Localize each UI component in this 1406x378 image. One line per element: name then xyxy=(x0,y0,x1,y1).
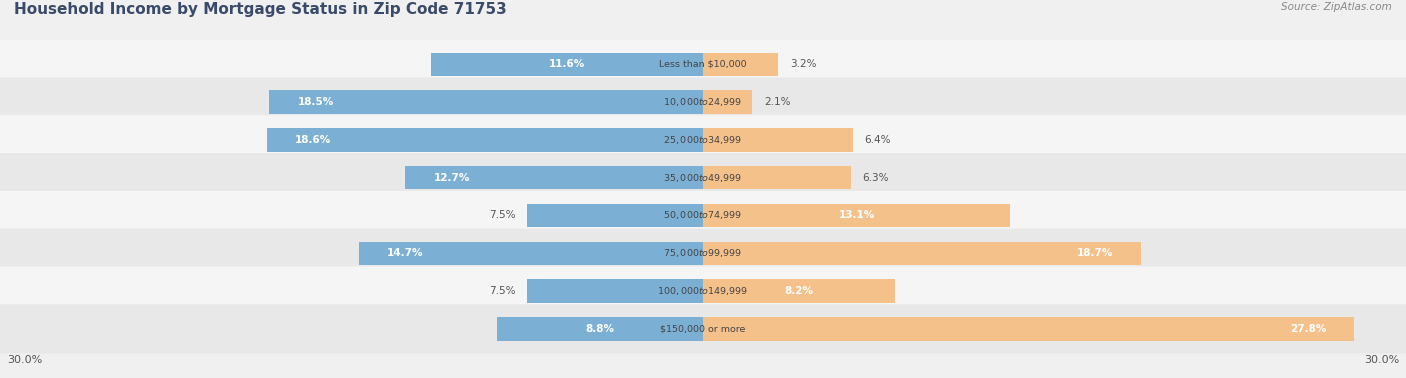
Text: 14.7%: 14.7% xyxy=(387,248,423,258)
Text: Source: ZipAtlas.com: Source: ZipAtlas.com xyxy=(1281,2,1392,12)
Text: Less than $10,000: Less than $10,000 xyxy=(659,60,747,69)
FancyBboxPatch shape xyxy=(0,40,1406,89)
FancyBboxPatch shape xyxy=(0,191,1406,240)
Text: 18.6%: 18.6% xyxy=(295,135,332,145)
Bar xyxy=(703,242,1142,265)
FancyBboxPatch shape xyxy=(0,304,1406,353)
FancyBboxPatch shape xyxy=(0,153,1406,202)
Bar xyxy=(267,128,703,152)
Text: 11.6%: 11.6% xyxy=(548,59,585,69)
Text: 8.8%: 8.8% xyxy=(585,324,614,334)
Text: 7.5%: 7.5% xyxy=(489,286,516,296)
Text: Household Income by Mortgage Status in Zip Code 71753: Household Income by Mortgage Status in Z… xyxy=(14,2,506,17)
Text: $10,000 to $24,999: $10,000 to $24,999 xyxy=(664,96,742,108)
Bar xyxy=(703,53,778,76)
Text: 7.5%: 7.5% xyxy=(489,211,516,220)
Text: 30.0%: 30.0% xyxy=(7,355,42,365)
Bar xyxy=(527,279,703,303)
Bar xyxy=(270,90,703,114)
Text: 27.8%: 27.8% xyxy=(1289,324,1326,334)
Bar xyxy=(432,53,703,76)
Text: $25,000 to $34,999: $25,000 to $34,999 xyxy=(664,134,742,146)
Text: 18.5%: 18.5% xyxy=(298,97,333,107)
Text: 30.0%: 30.0% xyxy=(1364,355,1399,365)
Text: 13.1%: 13.1% xyxy=(838,211,875,220)
Bar xyxy=(703,90,752,114)
Text: 3.2%: 3.2% xyxy=(790,59,817,69)
Bar xyxy=(703,128,853,152)
FancyBboxPatch shape xyxy=(0,77,1406,127)
FancyBboxPatch shape xyxy=(0,229,1406,278)
Bar xyxy=(703,204,1010,227)
Text: 2.1%: 2.1% xyxy=(763,97,790,107)
Bar xyxy=(527,204,703,227)
Text: 6.4%: 6.4% xyxy=(865,135,891,145)
Text: 6.3%: 6.3% xyxy=(862,173,889,183)
FancyBboxPatch shape xyxy=(0,266,1406,316)
Text: $50,000 to $74,999: $50,000 to $74,999 xyxy=(664,209,742,222)
Text: $100,000 to $149,999: $100,000 to $149,999 xyxy=(658,285,748,297)
Text: 8.2%: 8.2% xyxy=(785,286,814,296)
Text: $35,000 to $49,999: $35,000 to $49,999 xyxy=(664,172,742,184)
Bar xyxy=(359,242,703,265)
FancyBboxPatch shape xyxy=(0,115,1406,164)
Text: $75,000 to $99,999: $75,000 to $99,999 xyxy=(664,247,742,259)
Text: $150,000 or more: $150,000 or more xyxy=(661,324,745,333)
Bar xyxy=(703,279,896,303)
Text: 12.7%: 12.7% xyxy=(433,173,470,183)
Bar xyxy=(405,166,703,189)
Bar xyxy=(703,166,851,189)
Bar xyxy=(496,317,703,341)
Text: 18.7%: 18.7% xyxy=(1077,248,1114,258)
Bar xyxy=(703,317,1354,341)
